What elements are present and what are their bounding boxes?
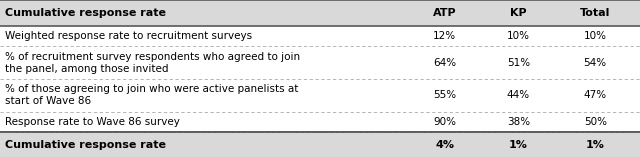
Text: ATP: ATP bbox=[433, 8, 456, 18]
Bar bbox=[0, 79, 640, 112]
Text: 44%: 44% bbox=[507, 90, 530, 100]
Text: 10%: 10% bbox=[507, 31, 530, 41]
Text: 54%: 54% bbox=[584, 58, 607, 68]
Bar bbox=[0, 132, 640, 158]
Text: 64%: 64% bbox=[433, 58, 456, 68]
Bar bbox=[0, 0, 640, 26]
Text: KP: KP bbox=[510, 8, 527, 18]
Text: 90%: 90% bbox=[433, 117, 456, 127]
Bar bbox=[0, 112, 640, 132]
Text: 50%: 50% bbox=[584, 117, 607, 127]
Text: 10%: 10% bbox=[584, 31, 607, 41]
Bar bbox=[0, 46, 640, 79]
Text: % of those agreeing to join who were active panelists at
start of Wave 86: % of those agreeing to join who were act… bbox=[5, 85, 298, 106]
Text: Cumulative response rate: Cumulative response rate bbox=[5, 8, 166, 18]
Text: 1%: 1% bbox=[586, 140, 605, 150]
Text: 4%: 4% bbox=[435, 140, 454, 150]
Text: Weighted response rate to recruitment surveys: Weighted response rate to recruitment su… bbox=[5, 31, 252, 41]
Text: 1%: 1% bbox=[509, 140, 528, 150]
Text: 12%: 12% bbox=[433, 31, 456, 41]
Text: 47%: 47% bbox=[584, 90, 607, 100]
Text: Response rate to Wave 86 survey: Response rate to Wave 86 survey bbox=[5, 117, 180, 127]
Text: % of recruitment survey respondents who agreed to join
the panel, among those in: % of recruitment survey respondents who … bbox=[5, 52, 300, 73]
Text: Total: Total bbox=[580, 8, 611, 18]
Text: 51%: 51% bbox=[507, 58, 530, 68]
Text: Cumulative response rate: Cumulative response rate bbox=[5, 140, 166, 150]
Text: 38%: 38% bbox=[507, 117, 530, 127]
Bar bbox=[0, 26, 640, 46]
Text: 55%: 55% bbox=[433, 90, 456, 100]
